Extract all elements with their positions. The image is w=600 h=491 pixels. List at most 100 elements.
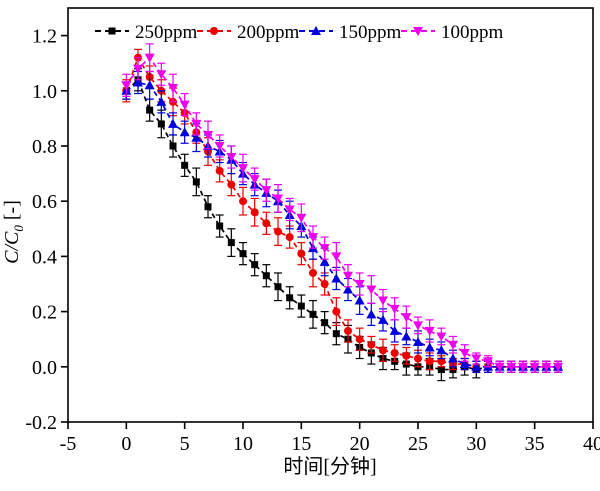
data-point-marker — [169, 142, 177, 150]
data-point-marker — [251, 261, 259, 269]
y-axis-title: C/C0 [-] — [1, 200, 26, 264]
series-line — [125, 55, 558, 368]
data-point-marker — [133, 64, 143, 74]
data-point-marker — [108, 27, 116, 35]
data-point-marker — [424, 342, 435, 352]
y-tick-label: 0.4 — [32, 246, 57, 268]
axis-ticks: -5 0 5 10 15 20 25 30 35 40 -0.2 0.0 0.2 0.4 0.6 0.8 1.0… — [25, 26, 600, 455]
data-point-marker — [309, 268, 317, 277]
data-point-marker — [191, 119, 202, 129]
data-point-marker — [332, 330, 340, 338]
data-point-marker — [297, 249, 306, 258]
data-point-marker — [332, 307, 341, 316]
data-point-marker — [144, 53, 155, 63]
data-point-marker — [343, 271, 353, 281]
data-point-marker — [284, 205, 295, 215]
data-point-marker — [437, 357, 446, 366]
series-line — [125, 81, 558, 368]
x-tick-label: 5 — [180, 433, 190, 455]
data-point-marker — [308, 233, 318, 243]
data-point-marker — [210, 27, 218, 35]
data-point-marker — [250, 208, 259, 217]
data-point-marker — [366, 309, 377, 319]
data-series-layer — [121, 43, 563, 382]
data-point-marker — [311, 26, 321, 35]
data-point-marker — [413, 27, 423, 36]
data-point-marker — [249, 175, 260, 185]
series-line — [125, 56, 558, 368]
data-point-marker — [309, 310, 317, 318]
data-point-marker — [214, 142, 225, 151]
data-point-marker — [239, 250, 247, 258]
data-point-marker — [354, 295, 365, 305]
data-point-marker — [274, 283, 282, 291]
data-point-marker — [261, 186, 272, 196]
data-point-marker — [541, 362, 552, 372]
data-point-marker — [238, 164, 248, 174]
y-axis-title-main: C/C — [1, 231, 23, 264]
data-point-marker — [144, 80, 155, 90]
x-tick-label: 15 — [291, 433, 311, 455]
x-tick-label: -5 — [60, 433, 77, 455]
data-point-marker — [471, 361, 482, 371]
data-point-marker — [203, 130, 213, 140]
data-point-marker — [355, 335, 364, 344]
data-point-marker — [319, 244, 330, 254]
data-point-marker — [413, 321, 423, 331]
data-point-marker — [204, 203, 212, 211]
data-point-marker — [459, 349, 470, 358]
x-axis-title: 时间[分钟] — [283, 455, 376, 478]
data-point-marker — [378, 296, 388, 306]
data-point-marker — [331, 252, 342, 262]
data-point-marker — [226, 153, 237, 163]
data-point-marker — [390, 349, 399, 357]
y-axis-title-unit: [-] — [1, 200, 23, 225]
data-point-marker — [436, 332, 447, 342]
data-point-marker — [168, 118, 178, 128]
x-tick-label: 10 — [233, 433, 253, 455]
data-point-marker — [215, 166, 224, 175]
x-tick-label: 20 — [350, 433, 370, 455]
data-point-marker — [274, 227, 282, 236]
data-point-marker — [121, 81, 132, 91]
data-point-marker — [157, 120, 165, 128]
data-point-marker — [506, 362, 517, 372]
data-point-marker — [378, 314, 388, 324]
data-point-marker — [424, 326, 435, 336]
data-point-marker — [321, 319, 329, 327]
data-point-marker — [367, 340, 376, 349]
y-tick-label: 0.6 — [32, 191, 57, 213]
y-tick-label: 1.0 — [32, 81, 57, 103]
data-point-marker — [379, 346, 387, 355]
x-tick-label: 25 — [408, 433, 428, 455]
x-tick-label: 30 — [466, 433, 486, 455]
x-tick-label: 35 — [525, 433, 545, 455]
data-point-marker — [156, 96, 167, 106]
data-point-marker — [483, 357, 493, 367]
data-point-marker — [401, 313, 412, 323]
data-point-marker — [448, 353, 458, 363]
legend-label: 100ppm — [441, 22, 504, 43]
data-point-marker — [414, 354, 422, 363]
legend-label: 200ppm — [237, 22, 300, 43]
data-point-marker — [448, 340, 458, 350]
data-point-marker — [401, 331, 412, 341]
x-tick-label: 40 — [583, 433, 600, 455]
data-point-marker — [262, 219, 271, 228]
y-tick-label: 0.8 — [32, 136, 57, 158]
data-point-marker — [389, 304, 400, 314]
data-point-marker — [181, 161, 189, 169]
data-point-marker — [389, 325, 400, 335]
data-point-marker — [343, 284, 353, 294]
x-tick-label: 0 — [121, 433, 131, 455]
data-point-marker — [179, 100, 190, 110]
data-point-marker — [402, 351, 411, 360]
y-tick-label: 1.2 — [32, 26, 57, 48]
data-point-marker — [156, 70, 167, 80]
data-point-marker — [354, 280, 365, 289]
legend-item-200ppm: 200ppm — [197, 22, 300, 43]
data-point-marker — [262, 272, 270, 280]
plot-border — [67, 7, 594, 423]
